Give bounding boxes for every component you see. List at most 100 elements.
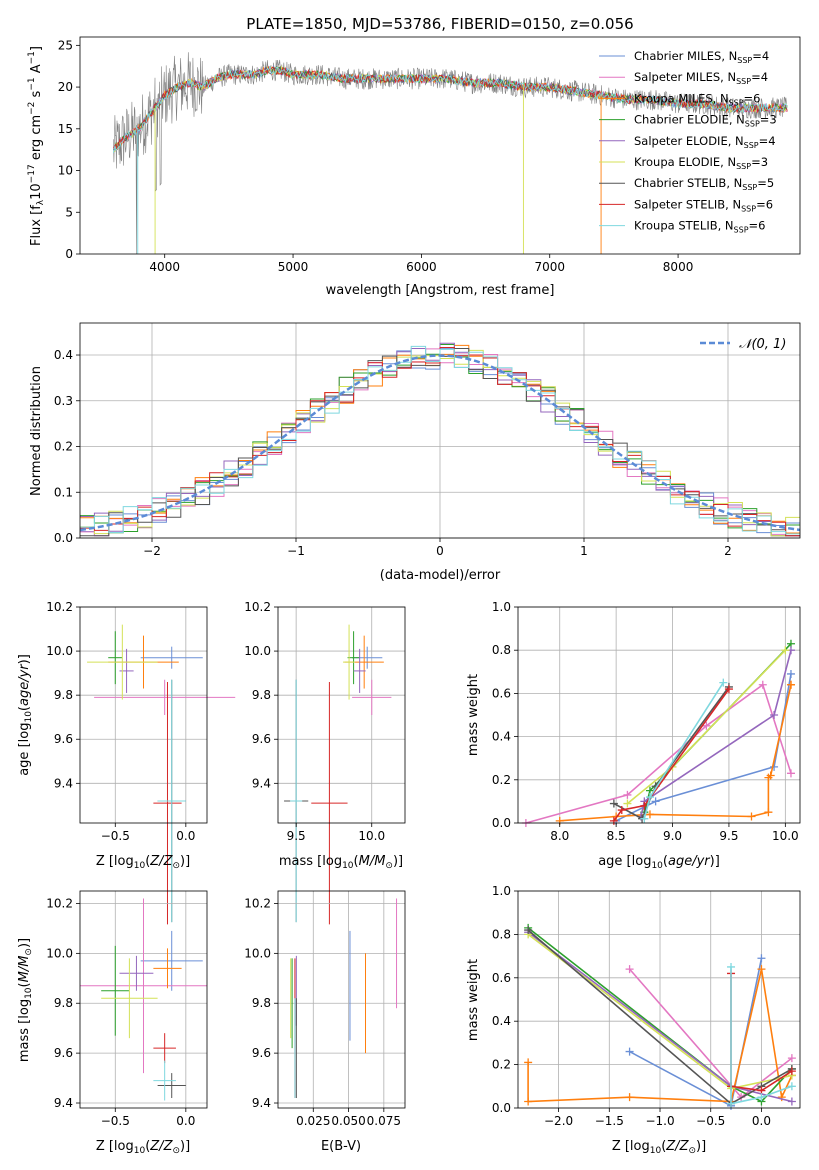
y-tick-label: 9.8: [54, 996, 73, 1010]
weight-vs-age-ticks: 8.0 8.5 9.0 9.5 10.0 0.0 0.2 0.4 0.6 0.8 1.0: [492, 600, 799, 843]
y-tick-label: 9.6: [252, 1046, 271, 1060]
spectrum-panel: 4000 5000 6000 7000 8000 0 5 10 15 20 25 wavelengt…: [27, 36, 801, 298]
x-tick-label: 8000: [663, 260, 694, 274]
spectrum-frame: [79, 36, 801, 255]
legend-label: Chabrier ELODIE, NSSP=3: [634, 113, 777, 129]
weight-vs-metallicity-xlabel: Z [log10(Z/Z⊙)]: [612, 1139, 706, 1156]
x-tick-label: 5000: [278, 260, 309, 274]
legend-label: Kroupa ELODIE, NSSP=3: [634, 155, 768, 171]
weight-series-line: [613, 686, 730, 820]
spectrum-ylabel-sub: λ: [36, 199, 46, 205]
p3-xlabel-d: )]: [180, 854, 190, 869]
p8-xlabel-d: )]: [696, 1139, 706, 1154]
x-tick-label: 0.025: [296, 1114, 330, 1128]
weight-series-line: [640, 649, 792, 817]
y-tick-label: 9.6: [252, 732, 271, 746]
weight-marker: [640, 814, 649, 823]
x-tick-label: 10.0: [358, 829, 385, 843]
x-tick-label: 8.5: [607, 829, 626, 843]
x-tick-label: −0.5: [101, 1114, 130, 1128]
y-tick-label: 9.8: [54, 688, 73, 702]
mass-vs-metallicity-xlabel: Z [log10(Z/Z⊙)]: [96, 1139, 190, 1156]
y-tick-label: 0.6: [492, 971, 511, 985]
weight-marker: [609, 799, 618, 808]
weight-marker: [625, 1093, 634, 1102]
weight-marker: [786, 769, 795, 778]
spectrum-ylabel-exp2: −2: [27, 102, 37, 115]
weight-marker: [645, 810, 654, 819]
p3-ylabel-c: age/yr: [17, 663, 32, 706]
weight-vs-metallicity-ticks: −2.0 −1.5 −1.0 −0.5 0.0 0.0 0.2 0.4 0.6 0.8 1.0: [492, 884, 771, 1128]
legend-label: Kroupa MILES, NSSP=6: [634, 91, 760, 107]
legend-sub: SSP: [736, 162, 751, 171]
weight-marker: [651, 797, 660, 806]
residuals-panel: −2 −1 0 1 2 0.0 0.1 0.2 0.3 0.4 (data-model)/erro…: [29, 322, 801, 583]
legend-sub: SSP: [744, 141, 759, 150]
weight-vs-metallicity-frame: [517, 890, 801, 1109]
p6-ylabel-sub: 10: [24, 987, 34, 999]
spectrum-ticks: 4000 5000 6000 7000 8000 0 5 10 15 20 25: [58, 38, 694, 274]
age-vs-metallicity-points: [87, 624, 236, 925]
x-tick-label: −1: [287, 544, 305, 558]
y-tick-label: 15: [58, 122, 73, 136]
spectrum-ylabel-exp3: −1: [27, 77, 37, 90]
weight-marker: [757, 965, 766, 974]
legend-count: =3: [751, 155, 768, 169]
legend-count: =3: [760, 113, 777, 127]
weight-vs-age-panel: 8.0 8.5 9.0 9.5 10.0 0.0 0.2 0.4 0.6 0.8 1.0 age […: [466, 600, 801, 871]
legend-sub: SSP: [741, 204, 756, 213]
weight-marker: [764, 808, 773, 817]
y-tick-label: 9.8: [252, 688, 271, 702]
age-vs-mass-xlabel: mass [log10(M/M⊙)]: [279, 854, 403, 871]
y-tick-label: 1.0: [492, 884, 511, 898]
y-tick-label: 9.8: [252, 996, 271, 1010]
p5-xlabel-d: )]: [710, 854, 720, 869]
weight-series-line: [613, 688, 730, 822]
residuals-ylabel: Normed distribution: [29, 366, 44, 496]
age-vs-metallicity-ylabel: age [log10(age/yr)]: [17, 654, 34, 776]
y-tick-label: 9.4: [252, 776, 271, 790]
weight-marker: [786, 680, 795, 689]
legend-model: Kroupa STELIB, N: [634, 219, 734, 233]
x-tick-label: 2: [724, 544, 732, 558]
weight-marker: [524, 926, 533, 935]
legend-model: Kroupa MILES, N: [634, 91, 729, 105]
age-vs-mass-frame: [277, 606, 406, 824]
weight-marker: [719, 678, 728, 687]
weight-marker: [787, 1082, 796, 1091]
weight-marker: [781, 646, 790, 655]
p6-xlabel-sub: 10: [134, 1146, 146, 1156]
p4-xlabel-sub: 10: [342, 861, 354, 871]
y-tick-label: 10.0: [46, 644, 73, 658]
legend-count: =4: [751, 70, 768, 84]
legend-model: Kroupa ELODIE, N: [634, 155, 736, 169]
p6-ylabel-sun: ⊙: [24, 948, 34, 956]
weight-marker: [625, 1047, 634, 1056]
x-tick-label: 0.075: [367, 1114, 401, 1128]
legend-label: Chabrier STELIB, NSSP=5: [634, 176, 774, 192]
age-vs-mass-panel: 9.5 10.0 9.4 9.6 9.8 10.0 10.2 mass [log10(M/M…: [244, 600, 406, 925]
p3-ylabel-d: )]: [17, 654, 32, 664]
legend-count: =5: [757, 176, 774, 190]
weight-marker: [617, 806, 626, 815]
p8-xlabel-a: Z [log: [612, 1139, 650, 1154]
weight-vs-metallicity-panel: −2.0 −1.5 −1.0 −0.5 0.0 0.0 0.2 0.4 0.6 0.8 1.0 Z …: [466, 884, 801, 1156]
age-vs-mass-points: [284, 624, 392, 925]
x-tick-label: 7000: [534, 260, 565, 274]
weight-marker: [623, 790, 632, 799]
x-tick-label: 4000: [149, 260, 180, 274]
x-tick-label: 9.5: [719, 829, 738, 843]
y-tick-label: 0.4: [492, 1014, 511, 1028]
age-vs-metallicity-panel: −0.5 0.09.49.69.810.010.2 Z [log10(Z/Z⊙)]…: [17, 600, 236, 925]
figure-title: PLATE=1850, MJD=53786, FIBERID=0150, z=0…: [246, 15, 633, 33]
age-vs-mass-grid: [278, 606, 405, 823]
p5-xlabel-c: age/yr: [668, 854, 711, 869]
p3-ylabel-sub: 10: [24, 711, 34, 723]
weight-series-line: [527, 929, 793, 1105]
p8-xlabel-sub: 10: [650, 1146, 662, 1156]
p6-ylabel-a: mass [log: [17, 999, 32, 1062]
mass-vs-ebv-frame: [277, 890, 406, 1109]
p5-xlabel-b: (: [663, 854, 668, 869]
y-tick-label: 9.4: [54, 1096, 73, 1110]
y-tick-label: 0.2: [54, 440, 73, 454]
